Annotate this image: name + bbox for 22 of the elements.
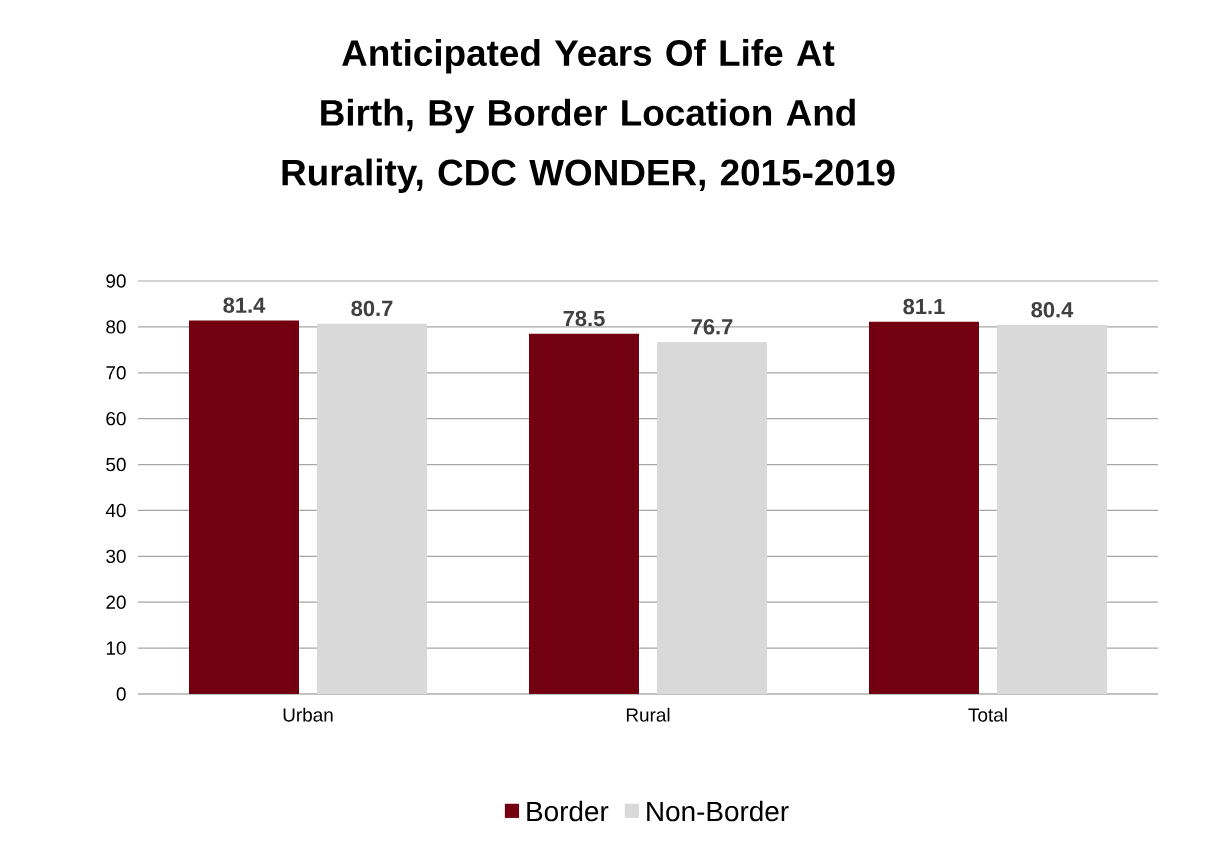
y-tick-label: 10 [106, 641, 126, 655]
y-tick-label: 30 [106, 549, 126, 564]
x-tick-label: Urban [283, 707, 333, 722]
data-label: 80.7 [351, 300, 393, 317]
legend-label: Border [527, 800, 609, 822]
y-tick-label: 20 [106, 595, 126, 609]
data-label: 81.1 [903, 298, 945, 315]
chart-title: Anticipated Years Of Life At Birth, By Border Location And Rurality, CDC WONDER, 2015-2019 [282, 39, 895, 193]
y-tick-label: 80 [106, 320, 126, 334]
y-tick-label: 50 [106, 457, 126, 472]
y-tick-label: 60 [106, 411, 126, 426]
x-tick-label: Total [968, 707, 1007, 722]
data-label: 76.7 [691, 318, 733, 335]
data-label: 80.4 [1031, 302, 1074, 318]
y-tick-label: 40 [105, 503, 126, 518]
data-label: 78.5 [563, 310, 605, 327]
y-tick-label: 70 [106, 366, 126, 380]
x-tick-label: Rural [626, 707, 670, 722]
y-tick-label: 90 [106, 274, 126, 288]
legend-label: Non-Border [647, 800, 789, 822]
data-label: 81.4 [223, 297, 266, 313]
y-tick-label: 0 [116, 687, 126, 701]
